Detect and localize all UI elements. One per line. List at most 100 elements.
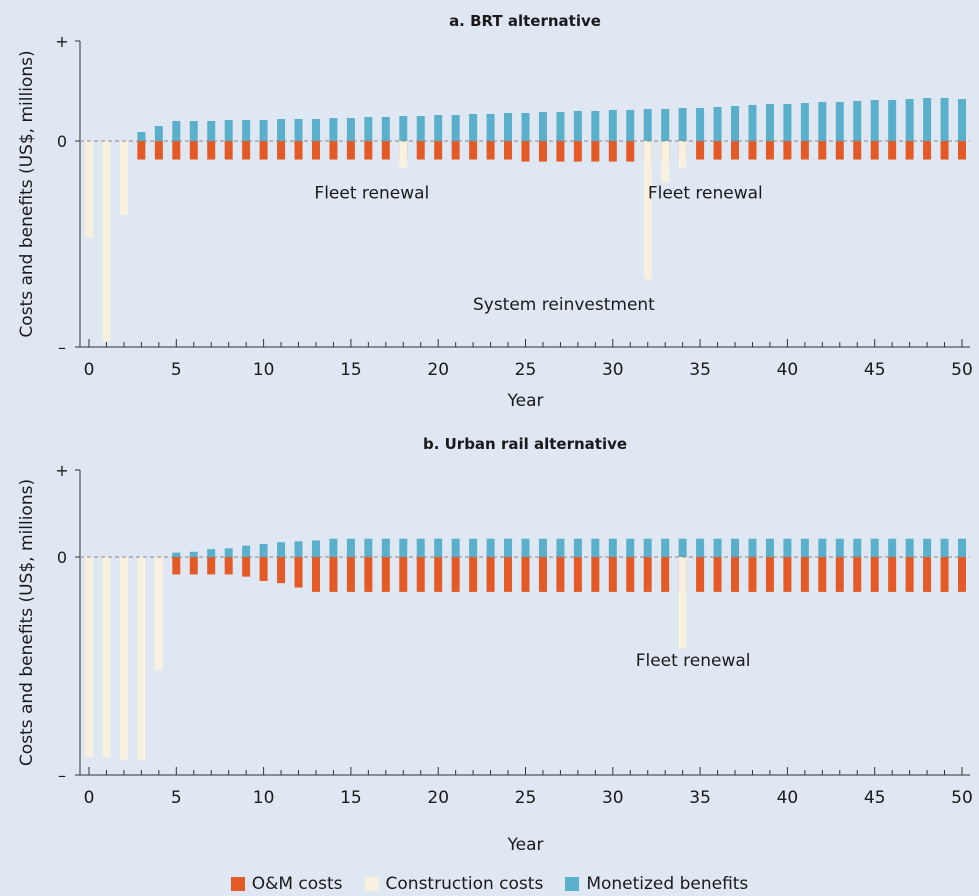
bar-benefits (224, 548, 233, 557)
bar-om (958, 141, 966, 160)
bar-benefits (573, 538, 582, 557)
bar-benefits (923, 538, 932, 557)
bar-benefits (259, 543, 268, 557)
bar-benefits (643, 538, 652, 557)
bar-benefits (294, 541, 303, 557)
bar-om (486, 557, 495, 592)
bar-benefits (154, 126, 163, 141)
bar-om (346, 141, 355, 160)
bar-om (573, 141, 582, 162)
bar-om (399, 557, 408, 592)
bar-construction (119, 141, 128, 216)
bar-benefits (765, 538, 774, 557)
bar-construction (119, 557, 128, 760)
bar-construction (154, 557, 163, 671)
x-tick-label: 45 (864, 360, 886, 380)
panel-title: b. Urban rail alternative (423, 435, 627, 453)
x-tick-label: 15 (340, 360, 362, 380)
legend-swatch-benefits (565, 877, 580, 891)
bar-benefits (538, 112, 547, 141)
bar-om (521, 141, 530, 162)
x-axis-label: Year (507, 391, 544, 411)
bar-om (504, 557, 513, 592)
bar-om (713, 141, 722, 160)
bar-benefits (888, 538, 897, 557)
y-axis-label: Costs and benefits (US$, millions) (17, 479, 37, 766)
bar-benefits (748, 538, 757, 557)
bar-benefits (329, 538, 338, 557)
bar-benefits (940, 98, 949, 141)
bar-benefits (259, 120, 268, 141)
bar-om (783, 141, 792, 160)
bar-om (434, 557, 443, 592)
bar-benefits (783, 538, 792, 557)
bar-construction (102, 141, 111, 341)
bar-benefits (364, 538, 373, 557)
bar-benefits (818, 102, 827, 141)
bar-construction (85, 141, 93, 238)
bar-benefits (346, 538, 355, 557)
bar-benefits (783, 104, 792, 141)
bar-om (748, 141, 757, 160)
bar-benefits (643, 109, 652, 141)
bar-om (311, 141, 320, 160)
bar-om (416, 557, 425, 592)
bar-benefits (399, 116, 408, 141)
bar-benefits (486, 114, 495, 141)
bar-benefits (364, 117, 373, 141)
bar-om (800, 557, 809, 592)
bar-benefits (311, 540, 320, 557)
y-tick-label: + (55, 461, 68, 480)
bar-om (696, 557, 705, 592)
bar-om (608, 557, 617, 592)
y-tick-label: 0 (57, 548, 67, 567)
y-tick-label: 0 (57, 132, 67, 151)
bar-benefits (381, 538, 390, 557)
bar-om (696, 141, 705, 160)
legend-item-om: O&M costs (230, 874, 343, 894)
bar-benefits (189, 551, 198, 557)
bar-benefits (172, 552, 181, 557)
bar-om (573, 557, 582, 592)
bar-benefits (731, 538, 740, 557)
bar-om (172, 557, 181, 575)
bar-benefits (277, 542, 286, 557)
bar-om (311, 557, 320, 592)
x-tick-label: 5 (171, 360, 182, 380)
bar-construction (678, 557, 687, 649)
bar-om (381, 141, 390, 160)
x-tick-label: 0 (84, 788, 95, 808)
bar-om (556, 557, 565, 592)
bar-benefits (504, 113, 513, 141)
bar-benefits (870, 538, 879, 557)
bar-benefits (591, 111, 600, 141)
bar-om (259, 141, 268, 160)
bar-construction (102, 557, 111, 758)
bar-benefits (731, 106, 740, 141)
bar-om (661, 557, 670, 592)
x-tick-label: 10 (253, 788, 275, 808)
y-tick-label: – (58, 338, 66, 357)
bar-om (923, 141, 932, 160)
x-tick-label: 15 (340, 788, 362, 808)
bar-benefits (416, 116, 425, 141)
x-tick-label: 0 (84, 360, 95, 380)
bar-benefits (538, 538, 547, 557)
bar-benefits (661, 538, 670, 557)
bar-benefits (311, 119, 320, 141)
x-axis-label: Year (507, 835, 544, 855)
bar-construction (85, 557, 93, 758)
bar-benefits (608, 110, 617, 141)
bar-benefits (451, 538, 460, 557)
bar-om (765, 141, 774, 160)
bar-construction (399, 141, 408, 168)
bar-om (835, 557, 844, 592)
bar-construction (643, 141, 652, 280)
annotation: Fleet renewal (314, 184, 429, 204)
bar-om (504, 141, 513, 160)
bar-benefits (346, 118, 355, 141)
bar-benefits (189, 121, 198, 141)
bar-om (469, 557, 478, 592)
bar-benefits (905, 99, 914, 141)
bar-benefits (207, 549, 216, 557)
